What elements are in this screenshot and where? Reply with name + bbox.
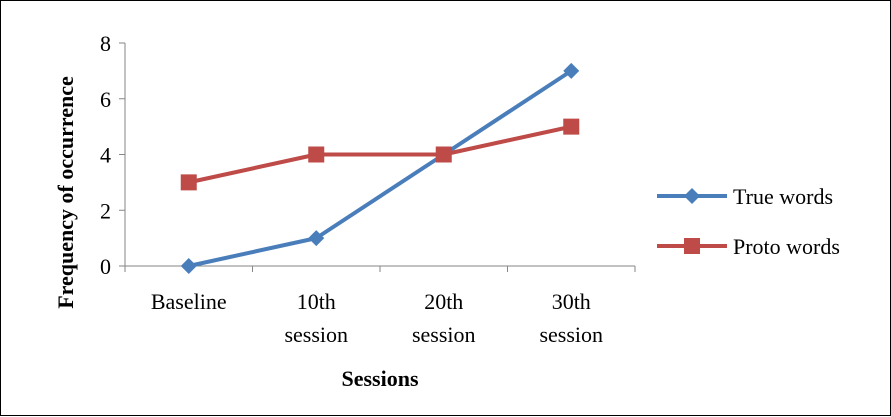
y-tick-label: 4 <box>100 143 111 168</box>
legend-label: Proto words <box>733 234 840 259</box>
x-tick-label: 10th session <box>284 289 348 347</box>
y-tick-label: 8 <box>100 31 111 56</box>
data-point <box>684 238 700 254</box>
x-axis-ticks: Baseline 10th session 20th session 30th sessio… <box>124 266 636 347</box>
x-tick-label: Baseline <box>151 289 227 314</box>
data-point <box>563 62 580 79</box>
data-point <box>563 118 580 135</box>
y-tick-label: 2 <box>100 198 111 223</box>
data-point <box>684 188 700 204</box>
x-axis-title: Sessions <box>341 366 418 391</box>
legend-label: True words <box>733 184 833 209</box>
x-tick-label: 30th session <box>539 289 603 347</box>
y-tick-label: 6 <box>100 87 111 112</box>
legend-item: True words <box>657 184 833 209</box>
series-true-words <box>180 62 580 274</box>
legend: True words Proto words <box>657 184 840 259</box>
series-layer <box>180 62 580 274</box>
y-tick-label: 0 <box>100 254 111 279</box>
data-point <box>308 230 325 247</box>
series-line <box>188 69 573 268</box>
data-point <box>435 146 452 163</box>
data-point <box>180 258 197 274</box>
legend-item: Proto words <box>657 234 840 259</box>
data-point <box>180 174 197 191</box>
series-proto-words <box>180 118 580 191</box>
y-axis-title: Frequency of occurrence <box>53 76 78 309</box>
x-tick-label: 20th session <box>412 289 476 347</box>
data-point <box>308 146 325 163</box>
series-line <box>188 124 572 185</box>
y-axis-ticks: 0 2 4 6 8 <box>100 31 125 279</box>
